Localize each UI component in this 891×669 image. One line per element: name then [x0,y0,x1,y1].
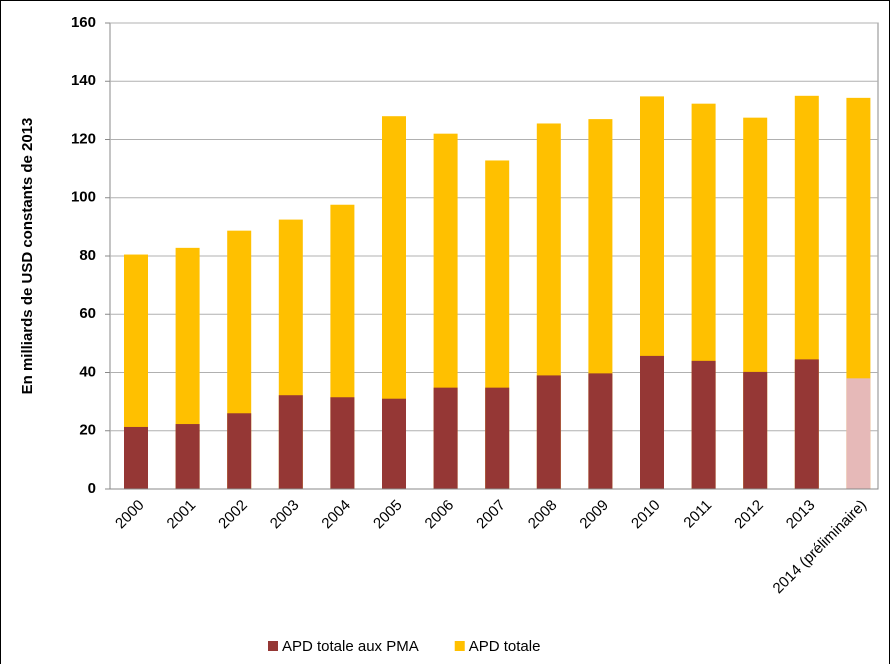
legend-swatch [454,641,465,651]
bar [485,387,510,489]
y-tick-label: 20 [79,422,96,439]
bar [433,387,458,489]
y-tick-label: 160 [71,14,96,31]
y-tick-label: 0 [88,480,96,497]
y-tick-label: 40 [79,363,96,380]
bar [588,373,613,489]
legend-swatch [268,641,278,651]
y-tick-label: 140 [71,72,96,89]
bar [382,398,406,489]
bar [743,371,768,489]
y-tick-label: 80 [79,247,96,264]
y-axis-label: En milliards de USD constants de 2013 [19,118,36,395]
bar [330,397,355,489]
bar [227,413,252,489]
bar [175,424,200,489]
bar [640,355,664,489]
y-tick-label: 100 [71,189,96,206]
legend-label: APD totale aux PMA [282,638,419,655]
bar [124,426,148,489]
y-tick-label: 120 [71,130,96,147]
bar [846,378,871,489]
legend-label: APD totale [469,638,541,655]
bar [691,360,716,489]
bar [278,395,303,489]
bar [536,375,561,489]
y-tick-label: 60 [79,305,96,322]
bar [794,359,819,489]
